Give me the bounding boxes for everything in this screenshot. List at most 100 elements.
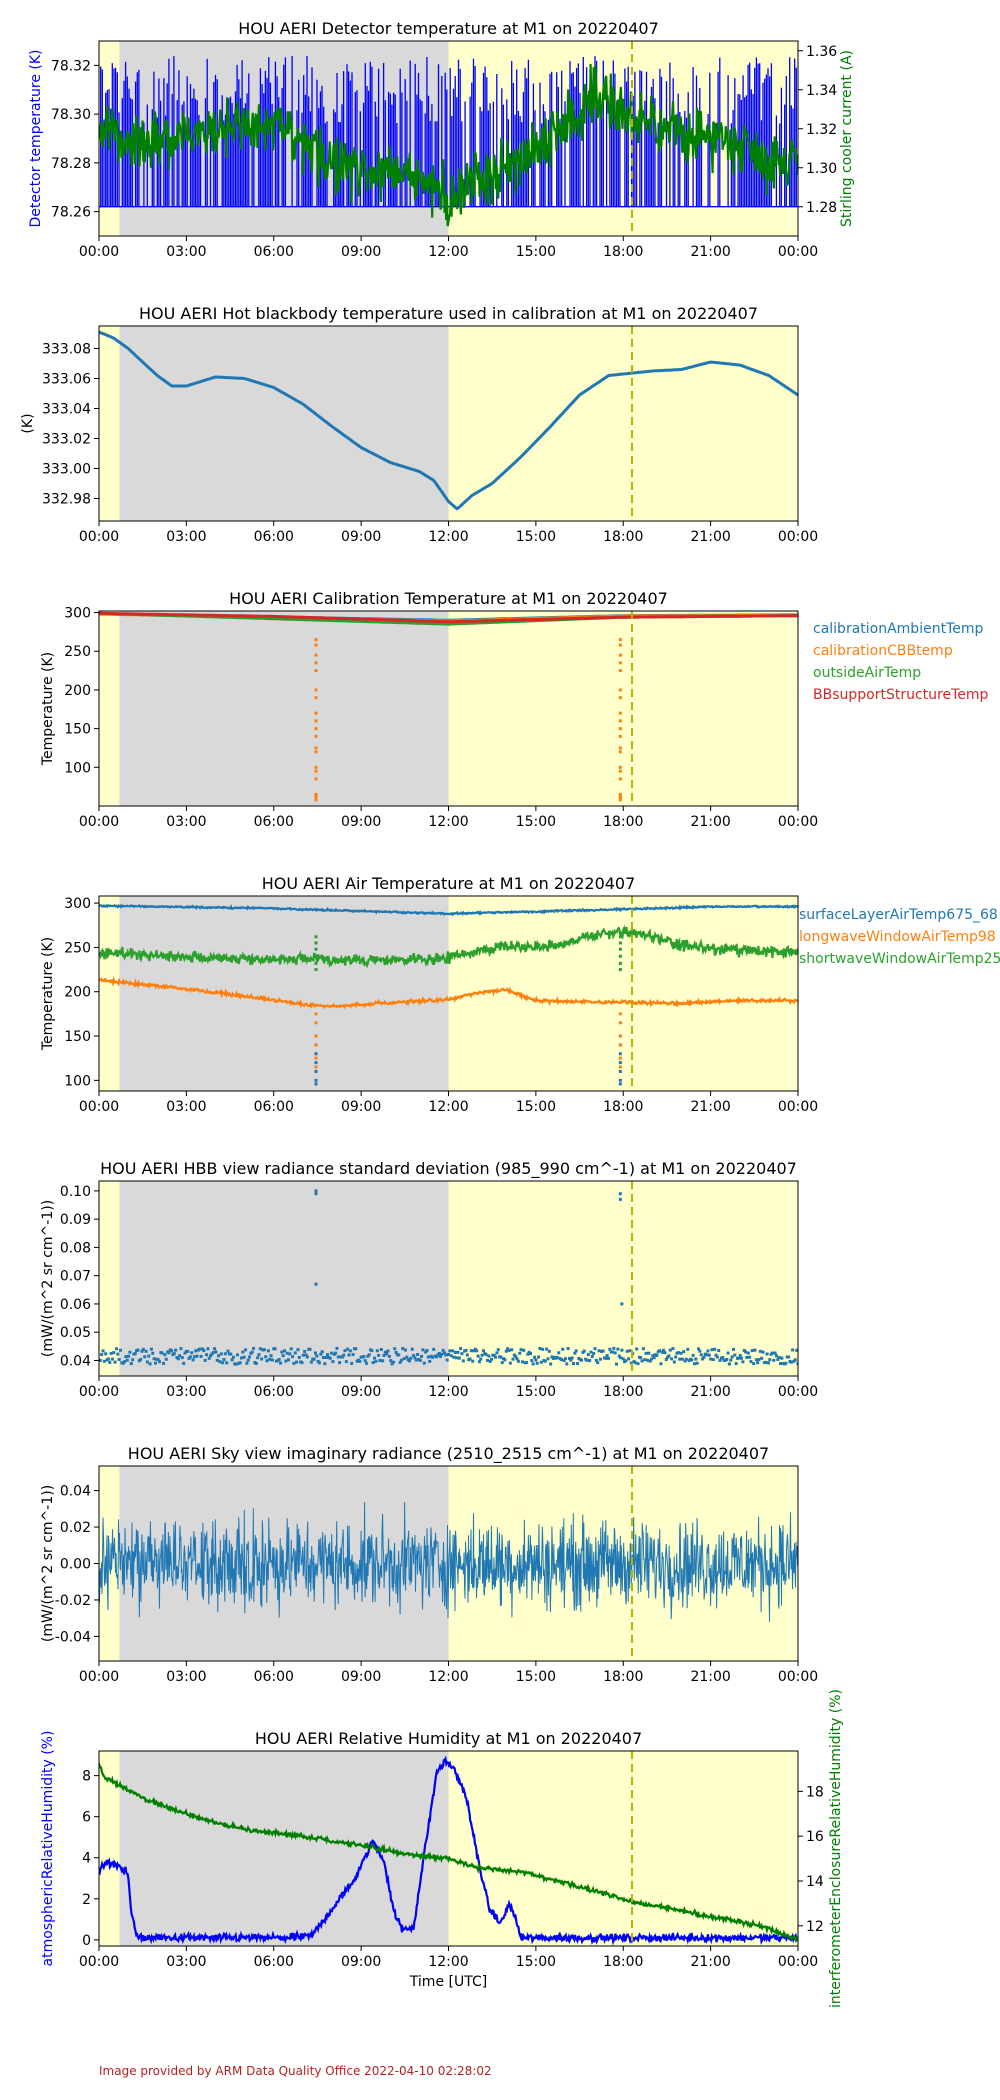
data-point: [305, 1355, 309, 1359]
data-point: [312, 1357, 316, 1361]
data-point: [561, 1347, 565, 1351]
data-point: [280, 1350, 284, 1354]
data-point: [524, 1360, 528, 1364]
outlier-point: [618, 1061, 622, 1065]
data-point: [108, 1360, 112, 1364]
data-point: [273, 1347, 277, 1351]
data-point: [109, 1351, 113, 1355]
data-point: [586, 1353, 590, 1357]
outlier-point: [618, 1012, 622, 1016]
x-tick-label: 06:00: [254, 1099, 294, 1115]
data-point: [713, 1347, 717, 1351]
data-point: [391, 1360, 395, 1364]
series-p6-0: [99, 1502, 798, 1622]
data-point: [229, 1352, 233, 1356]
chart-panel-p7: HOU AERI Relative Humidity at M1 on 2022…: [40, 1689, 844, 2008]
data-point: [691, 1353, 695, 1357]
data-point: [576, 1361, 580, 1365]
data-point: [381, 1359, 385, 1363]
outlier-point: [314, 1061, 318, 1065]
data-point: [303, 1349, 307, 1353]
data-point: [765, 1352, 769, 1356]
data-point: [711, 1358, 715, 1362]
y-tick-label: 333.06: [42, 372, 91, 388]
data-point: [214, 1350, 218, 1354]
data-point: [157, 1360, 161, 1364]
daylight-band: [448, 1181, 798, 1376]
data-point: [671, 1347, 675, 1351]
data-point: [191, 1358, 195, 1362]
data-point: [106, 1357, 110, 1361]
data-point: [239, 1356, 243, 1360]
outlier-point: [314, 638, 318, 642]
data-point: [714, 1353, 718, 1357]
data-point: [598, 1357, 602, 1361]
y-tick-label: 300: [64, 896, 91, 912]
data-point: [152, 1357, 156, 1361]
outlier-point: [314, 661, 318, 665]
data-point: [664, 1358, 668, 1362]
data-point: [619, 1356, 623, 1360]
series-line: [99, 924, 798, 969]
data-point: [731, 1347, 735, 1351]
outlier-point: [618, 796, 622, 800]
x-tick-label: 09:00: [341, 1954, 381, 1970]
x-tick-label: 03:00: [166, 1669, 206, 1685]
data-point: [648, 1359, 652, 1363]
data-point: [471, 1359, 475, 1363]
data-point: [468, 1357, 472, 1361]
data-point: [425, 1349, 429, 1353]
data-point: [757, 1358, 761, 1362]
data-point: [780, 1356, 784, 1360]
data-point: [382, 1353, 386, 1357]
y2-tick-label: 1.32: [806, 122, 837, 138]
data-point: [287, 1358, 291, 1362]
data-point: [738, 1354, 742, 1358]
x-tick-label: 21:00: [690, 244, 730, 260]
data-point: [628, 1349, 632, 1353]
y-tick-label: -0.04: [55, 1629, 91, 1645]
y-tick-label: 0.09: [60, 1212, 91, 1228]
data-point: [528, 1352, 532, 1356]
data-point: [593, 1347, 597, 1351]
x-tick-label: 21:00: [690, 814, 730, 830]
data-point: [539, 1360, 543, 1364]
y-tick-label: 150: [64, 722, 91, 738]
data-point: [378, 1359, 382, 1363]
data-point: [180, 1356, 184, 1360]
data-point: [592, 1351, 596, 1355]
outlier-point: [618, 954, 622, 958]
data-point: [119, 1348, 123, 1352]
data-point: [385, 1352, 389, 1356]
data-point: [430, 1355, 434, 1359]
plot-area: [99, 56, 798, 227]
data-point: [699, 1353, 703, 1357]
data-point: [283, 1349, 287, 1353]
data-point: [477, 1360, 481, 1364]
data-point: [748, 1355, 752, 1359]
series-line: [99, 976, 798, 1010]
outlier-point: [314, 750, 318, 754]
data-point: [421, 1348, 425, 1352]
data-point: [269, 1354, 273, 1358]
chart-title: HOU AERI Calibration Temperature at M1 o…: [229, 589, 668, 608]
data-point: [652, 1356, 656, 1360]
data-point: [449, 1354, 453, 1358]
footer-credit: Image provided by ARM Data Quality Offic…: [99, 2064, 492, 2078]
data-point: [113, 1360, 117, 1364]
data-point: [123, 1360, 127, 1364]
data-point: [488, 1359, 492, 1363]
outlier-point: [314, 727, 318, 731]
outlier-point: [618, 968, 622, 972]
data-point: [424, 1350, 428, 1354]
data-point: [192, 1355, 196, 1359]
series-line: [99, 1502, 798, 1622]
y-tick-label: 0.04: [60, 1484, 91, 1500]
outlier-point: [618, 688, 622, 692]
y-tick-label: 250: [64, 940, 91, 956]
outlier-point: [314, 1192, 318, 1196]
y-tick-label: 332.98: [42, 492, 91, 508]
data-point: [549, 1362, 553, 1366]
data-point: [613, 1351, 617, 1355]
data-point: [288, 1352, 292, 1356]
